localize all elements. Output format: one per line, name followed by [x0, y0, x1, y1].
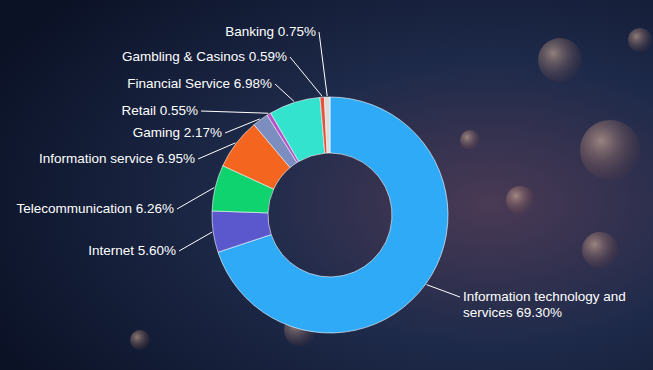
label-value: 6.95% [157, 151, 195, 166]
label-value: 69.30% [516, 305, 562, 320]
slice [271, 97, 325, 161]
data-label: Retail 0.55% [121, 103, 198, 118]
leader-line [177, 188, 214, 209]
leader-line [225, 119, 260, 133]
label-value: 2.17% [184, 125, 222, 140]
bubble [538, 38, 582, 82]
label-category: Banking [225, 24, 278, 39]
label-category: Information service [39, 151, 157, 166]
leader-line [427, 285, 460, 297]
background [0, 0, 653, 370]
data-label: Gambling & Casinos 0.59% [122, 49, 287, 64]
label-value: 6.98% [234, 76, 272, 91]
label-category: Gaming [133, 125, 184, 140]
data-label: Information service 6.95% [39, 151, 195, 166]
bubble [506, 186, 534, 214]
bubble [628, 28, 652, 52]
label-value: 6.26% [136, 201, 174, 216]
leader-line [198, 143, 235, 159]
leader-line [201, 111, 268, 113]
data-label: Gaming 2.17% [133, 125, 222, 140]
data-label: Banking 0.75% [225, 24, 316, 39]
label-category: Information technology and [463, 289, 626, 304]
bubble [130, 330, 150, 350]
leader-line [319, 32, 327, 96]
leader-line [290, 57, 322, 96]
labels: Information technology andservices 69.30… [16, 24, 625, 320]
bubble [580, 120, 640, 180]
data-label: Information technology andservices 69.30… [463, 289, 626, 320]
label-category: Gambling & Casinos [122, 49, 249, 64]
chart: Information technology andservices 69.30… [0, 0, 653, 370]
data-label: Internet 5.60% [88, 243, 176, 258]
slice [212, 211, 271, 252]
label-category: Retail [121, 103, 159, 118]
label-category: Financial Service [127, 76, 234, 91]
label-category: Telecommunication [16, 201, 135, 216]
label-value: 0.55% [160, 103, 198, 118]
slice [324, 97, 330, 153]
slices [212, 97, 448, 333]
data-label: Financial Service 6.98% [127, 76, 272, 91]
data-label: Telecommunication 6.26% [16, 201, 174, 216]
label-category: Internet [88, 243, 138, 258]
label-category: services [463, 305, 516, 320]
bubble [582, 232, 618, 268]
leader-line [179, 232, 212, 251]
label-value: 0.59% [249, 49, 287, 64]
bubble [460, 130, 480, 150]
label-value: 0.75% [278, 24, 316, 39]
leader-line [275, 84, 294, 102]
label-value: 5.60% [138, 243, 176, 258]
